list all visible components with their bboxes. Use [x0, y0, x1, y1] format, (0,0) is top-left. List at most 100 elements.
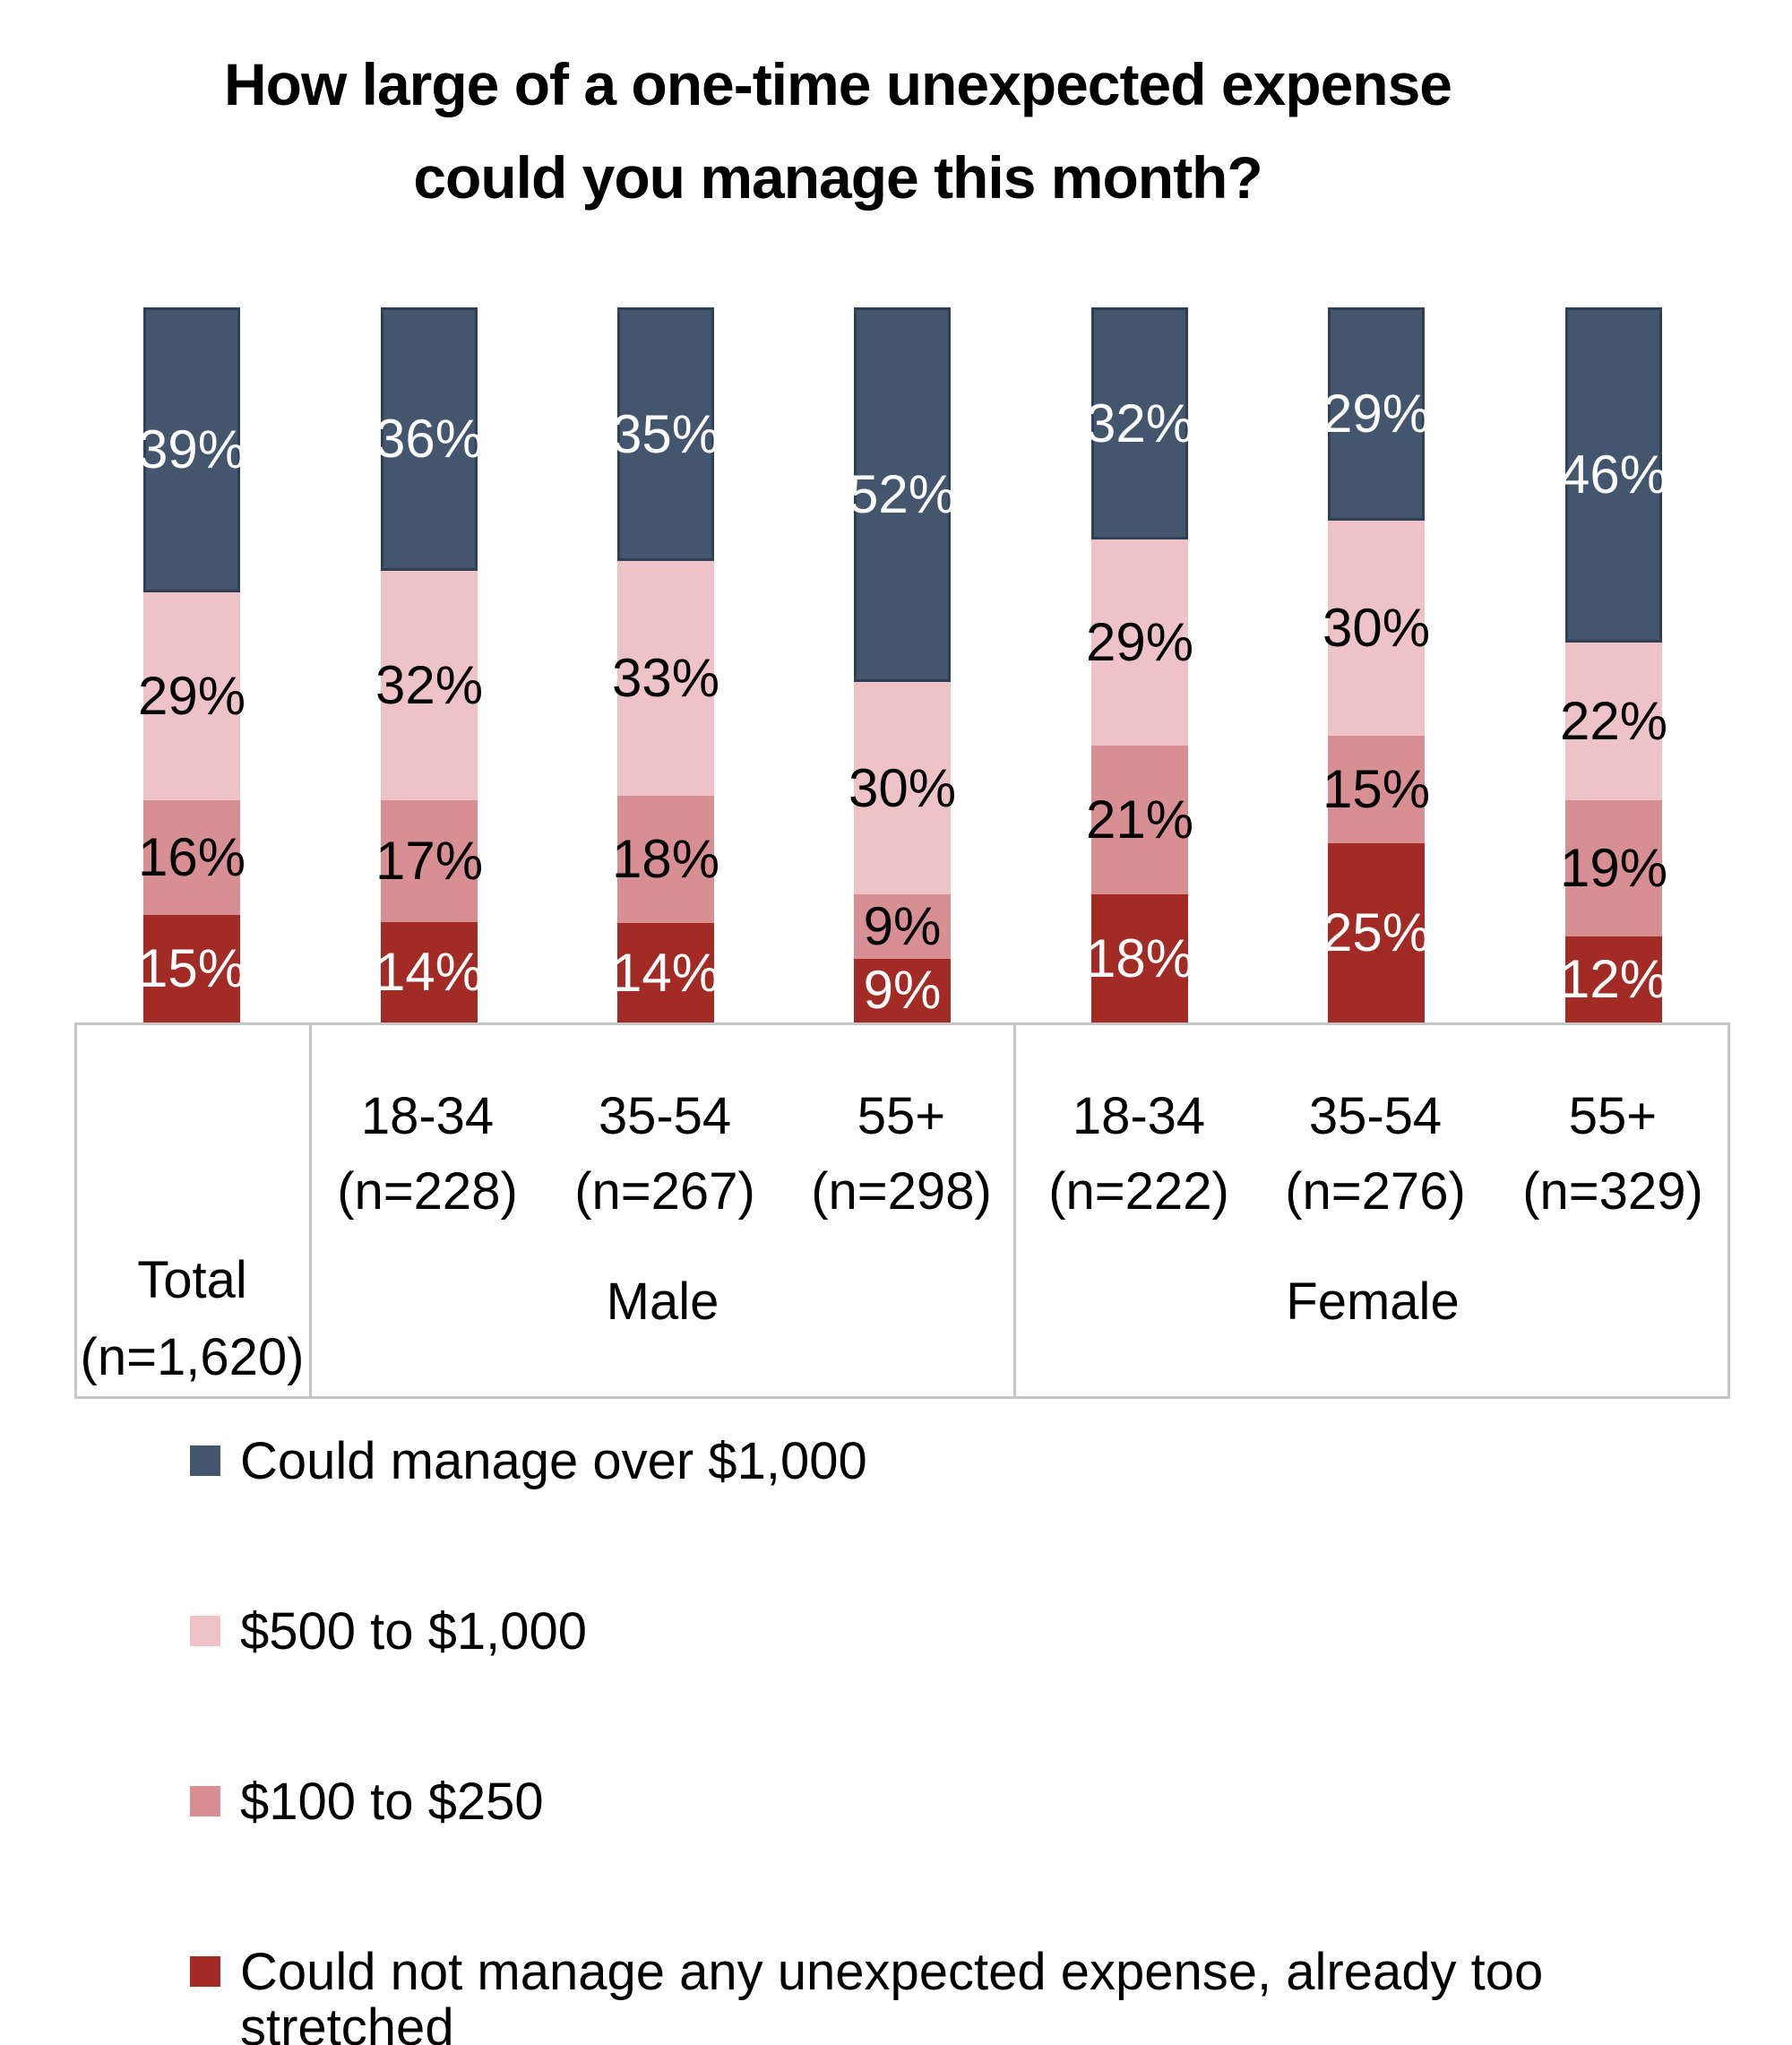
bar-segment: 18%: [612, 795, 719, 924]
segment-value-label: 14%: [375, 942, 484, 1002]
segment-value-label: 46%: [1559, 444, 1668, 505]
sample-size-label: (n=228): [337, 1162, 518, 1221]
sample-size-label: (n=329): [1522, 1162, 1703, 1221]
female-label: Female: [1286, 1273, 1460, 1331]
segment-value-label: 25%: [1322, 902, 1431, 962]
legend-item-3: $100 to $250: [190, 1774, 544, 1830]
bar-segment: 35%: [612, 307, 719, 562]
segment-value-label: 22%: [1559, 691, 1668, 751]
segment-value-label: 12%: [1559, 949, 1668, 1009]
bar-segment: 46%: [1560, 307, 1667, 643]
group-label-male: Male: [310, 1264, 1015, 1341]
segment-value-label: 16%: [137, 827, 246, 887]
bar-segment: 18%: [1086, 894, 1193, 1022]
age-range-label: 55+: [1568, 1087, 1658, 1145]
segment-value-label: 29%: [1322, 384, 1431, 444]
segment-value-label: 29%: [1085, 612, 1194, 673]
bar-segment: 22%: [1560, 643, 1667, 800]
bar-segment: 39%: [138, 307, 246, 592]
segment-value-label: 9%: [863, 960, 942, 1021]
age-column-header: 35-54 (n=276): [1250, 1079, 1501, 1230]
age-column-header: 18-34 (n=228): [302, 1079, 553, 1230]
legend-swatch: [190, 1786, 220, 1816]
chart-title-line-2: could you manage this month?: [413, 144, 1262, 211]
segment-value-label: 15%: [1322, 759, 1431, 819]
bar-segment: 14%: [375, 922, 483, 1022]
table-border-left: [74, 1022, 77, 1399]
sample-size-label: (n=298): [811, 1162, 992, 1221]
legend-swatch: [190, 1445, 220, 1476]
segment-value-label: 9%: [863, 896, 942, 957]
segment-value-label: 35%: [611, 403, 720, 464]
bar-segment: 17%: [375, 800, 483, 922]
sample-size-label: (n=267): [574, 1162, 755, 1221]
age-range-label: 35-54: [1308, 1087, 1443, 1145]
segment-value-label: 17%: [375, 831, 484, 891]
legend-swatch: [190, 1956, 220, 1987]
bar-segment: 30%: [1322, 521, 1430, 736]
bar-3: 35% 33% 18% 14%: [612, 307, 719, 1022]
bar-segment: 21%: [1086, 746, 1193, 895]
total-n-label: (n=1,620): [80, 1328, 305, 1386]
male-label: Male: [606, 1273, 719, 1331]
bar-segment: 29%: [1086, 539, 1193, 746]
bar-1: 39% 29% 16% 15%: [138, 307, 246, 1022]
table-divider-total-male: [309, 1022, 312, 1399]
sample-size-label: (n=222): [1048, 1162, 1229, 1221]
age-column-header: 55+ (n=329): [1487, 1079, 1738, 1230]
table-divider-male-female: [1013, 1022, 1016, 1399]
bar-segment: 30%: [849, 681, 956, 895]
age-column-header: 35-54 (n=267): [539, 1079, 790, 1230]
bar-segment: 19%: [1560, 800, 1667, 936]
bar-segment: 9%: [854, 894, 951, 959]
sample-size-label: (n=276): [1285, 1162, 1466, 1221]
bar-segment: 12%: [1560, 936, 1667, 1022]
age-column-header: 18-34 (n=222): [1013, 1079, 1264, 1230]
segment-value-label: 30%: [1322, 598, 1431, 658]
segment-value-label: 18%: [1085, 928, 1194, 988]
chart-title-line-1: How large of a one-time unexpected expen…: [223, 51, 1452, 117]
age-range-label: 35-54: [598, 1087, 732, 1145]
bar-segment: 25%: [1322, 843, 1430, 1022]
legend-label: Could not manage any unexpected expense,…: [240, 1943, 1544, 2045]
segment-value-label: 36%: [375, 409, 484, 469]
bar-segment: 16%: [138, 800, 246, 915]
segment-value-label: 21%: [1085, 790, 1194, 850]
age-range-label: 18-34: [360, 1087, 495, 1145]
segment-value-label: 39%: [137, 419, 246, 479]
age-range-label: 55+: [857, 1087, 946, 1145]
legend-label: $500 to $1,000: [240, 1602, 588, 1661]
bar-segment: 15%: [1322, 736, 1430, 843]
segment-value-label: 15%: [137, 938, 246, 998]
legend-item-1: Could manage over $1,000: [190, 1434, 867, 1489]
segment-value-label: 52%: [848, 463, 957, 524]
bar-7: 46% 22% 19% 12%: [1560, 307, 1667, 1022]
bar-4: 52% 30% 9% 9%: [849, 307, 956, 1022]
table-border-top: [74, 1022, 1730, 1025]
legend-label: $100 to $250: [240, 1773, 544, 1831]
segment-value-label: 30%: [848, 757, 957, 818]
legend-item-4: Could not manage any unexpected expense,…: [190, 1945, 1638, 2045]
segment-value-label: 32%: [375, 655, 484, 715]
total-label: Total: [137, 1251, 247, 1309]
bar-segment: 14%: [612, 923, 719, 1022]
group-label-total: Total (n=1,620): [74, 1242, 310, 1396]
table-border-right: [1727, 1022, 1730, 1399]
bar-segment: 32%: [375, 571, 483, 800]
bar-segment: 33%: [612, 561, 719, 796]
bar-segment: 36%: [375, 307, 483, 571]
bar-segment: 15%: [138, 915, 246, 1022]
bar-segment: 29%: [1322, 307, 1430, 521]
bar-segment: 9%: [854, 958, 951, 1022]
group-label-female: Female: [1015, 1264, 1730, 1341]
segment-value-label: 14%: [611, 942, 720, 1003]
bar-segment: 29%: [138, 592, 246, 800]
legend-swatch: [190, 1616, 220, 1646]
bar-6: 29% 30% 15% 25%: [1322, 307, 1430, 1022]
legend-label: Could manage over $1,000: [240, 1432, 867, 1490]
bar-segment: 52%: [849, 307, 956, 682]
segment-value-label: 18%: [611, 828, 720, 889]
bar-segment: 32%: [1086, 307, 1193, 540]
segment-value-label: 19%: [1559, 838, 1668, 898]
